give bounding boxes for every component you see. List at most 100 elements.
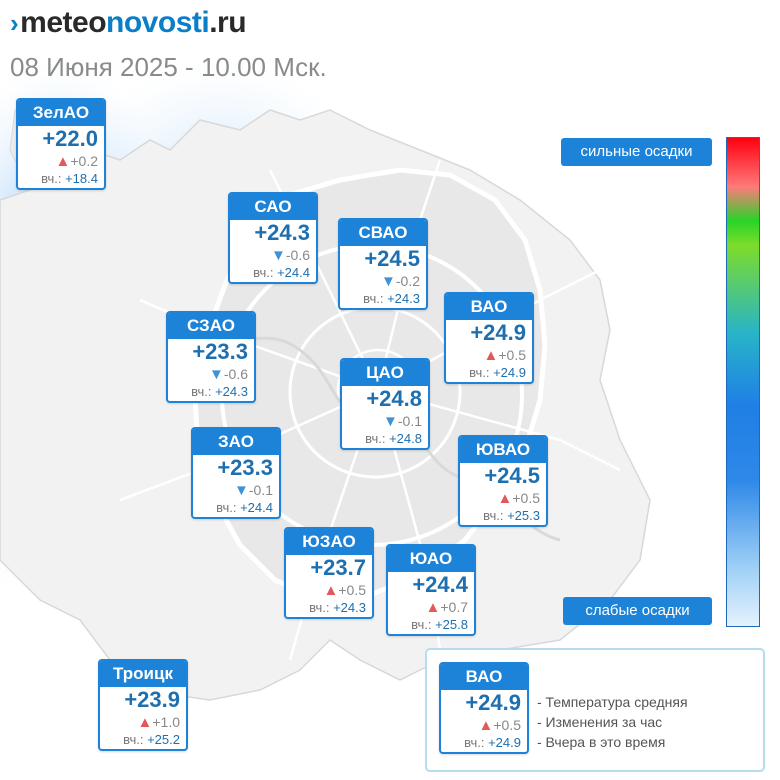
temperature-value: +23.3 xyxy=(217,455,273,480)
district-card-szao: СЗАО +23.3 ▼-0.6 вч.: +24.3 xyxy=(166,311,256,403)
yesterday-label: вч.: xyxy=(216,500,237,515)
yesterday-temp: +25.8 xyxy=(435,617,468,632)
yesterday-temp: +24.3 xyxy=(387,291,420,306)
hourly-change: ▲+0.5 xyxy=(441,716,527,734)
legend-line-yesterday: - Вчера в это время xyxy=(537,734,666,750)
district-card-sao: САО +24.3 ▼-0.6 вч.: +24.4 xyxy=(228,192,318,284)
fall-arrow-icon: ▼ xyxy=(209,366,224,383)
logo-text-novosti: novosti xyxy=(106,6,210,39)
hourly-change: ▲+1.0 xyxy=(100,713,186,731)
district-card-zao: ЗАО +23.3 ▼-0.1 вч.: +24.4 xyxy=(191,427,281,519)
change-value: +0.5 xyxy=(493,717,521,733)
change-value: +0.5 xyxy=(338,582,366,598)
district-card-svao: СВАО +24.5 ▼-0.2 вч.: +24.3 xyxy=(338,218,428,310)
heavy-precip-label: сильные осадки xyxy=(561,138,712,166)
yesterday-label: вч.: xyxy=(363,291,384,306)
district-name: САО xyxy=(230,194,316,220)
yesterday-value: вч.: +24.9 xyxy=(446,364,532,382)
temperature-value: +24.3 xyxy=(254,220,310,245)
hourly-change: ▼-0.1 xyxy=(342,412,428,430)
change-value: +0.2 xyxy=(70,153,98,169)
yesterday-label: вч.: xyxy=(191,384,212,399)
district-name: Троицк xyxy=(100,661,186,687)
hourly-change: ▼-0.1 xyxy=(193,481,279,499)
yesterday-value: вч.: +25.2 xyxy=(100,731,186,749)
yesterday-temp: +25.2 xyxy=(147,732,180,747)
light-precip-label: слабые осадки xyxy=(563,597,712,625)
fall-arrow-icon: ▼ xyxy=(271,247,286,264)
district-name: ЮЗАО xyxy=(286,529,372,555)
temperature-value: +24.4 xyxy=(412,572,468,597)
change-value: -0.2 xyxy=(395,273,420,289)
yesterday-value: вч.: +25.8 xyxy=(388,616,474,634)
fall-arrow-icon: ▼ xyxy=(381,273,396,290)
yesterday-temp: +24.4 xyxy=(240,500,273,515)
yesterday-label: вч.: xyxy=(41,171,62,186)
district-name: ЮВАО xyxy=(460,437,546,463)
district-name: ЮАО xyxy=(388,546,474,572)
yesterday-temp: +24.9 xyxy=(488,735,521,750)
district-card-yuao: ЮАО +24.4 ▲+0.7 вч.: +25.8 xyxy=(386,544,476,636)
logo-text-domain: .ru xyxy=(209,6,247,39)
yesterday-value: вч.: +24.9 xyxy=(441,734,527,752)
district-card-yuvao: ЮВАО +24.5 ▲+0.5 вч.: +25.3 xyxy=(458,435,548,527)
yesterday-label: вч.: xyxy=(253,265,274,280)
change-value: -0.6 xyxy=(285,247,310,263)
district-name: ЗАО xyxy=(193,429,279,455)
change-value: +0.5 xyxy=(498,347,526,363)
hourly-change: ▼-0.6 xyxy=(230,246,316,264)
temperature-value: +24.9 xyxy=(465,690,521,715)
district-name: СЗАО xyxy=(168,313,254,339)
change-value: -0.6 xyxy=(223,366,248,382)
change-value: -0.1 xyxy=(248,482,273,498)
legend-line-temp: - Температура средняя xyxy=(537,694,688,710)
site-logo: ›meteonovosti.ru xyxy=(10,6,247,40)
yesterday-value: вч.: +25.3 xyxy=(460,507,546,525)
district-card-zelao: ЗелАО +22.0 ▲+0.2 вч.: +18.4 xyxy=(16,98,106,190)
yesterday-temp: +24.3 xyxy=(215,384,248,399)
yesterday-label: вч.: xyxy=(469,365,490,380)
yesterday-value: вч.: +24.8 xyxy=(342,430,428,448)
temperature-value: +24.9 xyxy=(470,320,526,345)
district-card-vao: ВАО +24.9 ▲+0.5 вч.: +24.9 xyxy=(444,292,534,384)
hourly-change: ▼-0.2 xyxy=(340,272,426,290)
yesterday-label: вч.: xyxy=(123,732,144,747)
temperature-value: +24.8 xyxy=(366,386,422,411)
change-value: +1.0 xyxy=(152,714,180,730)
fall-arrow-icon: ▼ xyxy=(234,482,249,499)
change-value: -0.1 xyxy=(397,413,422,429)
district-name: ЦАО xyxy=(342,360,428,386)
legend-box: ВАО +24.9 ▲+0.5 вч.: +24.9 - Температура… xyxy=(425,648,765,772)
yesterday-temp: +18.4 xyxy=(65,171,98,186)
hourly-change: ▲+0.5 xyxy=(446,346,532,364)
rise-arrow-icon: ▲ xyxy=(497,490,513,507)
district-name: ВАО xyxy=(441,664,527,690)
yesterday-temp: +24.4 xyxy=(277,265,310,280)
rise-arrow-icon: ▲ xyxy=(483,347,499,364)
temperature-value: +24.5 xyxy=(364,246,420,271)
yesterday-label: вч.: xyxy=(483,508,504,523)
yesterday-value: вч.: +24.3 xyxy=(168,383,254,401)
yesterday-value: вч.: +24.4 xyxy=(230,264,316,282)
hourly-change: ▲+0.5 xyxy=(460,489,546,507)
district-name: ВАО xyxy=(446,294,532,320)
yesterday-temp: +25.3 xyxy=(507,508,540,523)
yesterday-label: вч.: xyxy=(411,617,432,632)
yesterday-label: вч.: xyxy=(464,735,485,750)
temperature-value: +23.9 xyxy=(124,687,180,712)
legend-line-change: - Изменения за час xyxy=(537,714,663,730)
district-card-yuzao: ЮЗАО +23.7 ▲+0.5 вч.: +24.3 xyxy=(284,527,374,619)
precipitation-scale-bar xyxy=(726,137,760,627)
yesterday-label: вч.: xyxy=(309,600,330,615)
hourly-change: ▲+0.2 xyxy=(18,152,104,170)
report-datetime: 08 Июня 2025 - 10.00 Мск. xyxy=(10,52,327,82)
change-value: +0.5 xyxy=(512,490,540,506)
logo-text-meteo: meteo xyxy=(20,6,107,39)
yesterday-value: вч.: +18.4 xyxy=(18,170,104,188)
rise-arrow-icon: ▲ xyxy=(55,153,71,170)
fall-arrow-icon: ▼ xyxy=(383,413,398,430)
yesterday-temp: +24.3 xyxy=(333,600,366,615)
temperature-value: +23.7 xyxy=(310,555,366,580)
rise-arrow-icon: ▲ xyxy=(425,599,441,616)
district-name: СВАО xyxy=(340,220,426,246)
